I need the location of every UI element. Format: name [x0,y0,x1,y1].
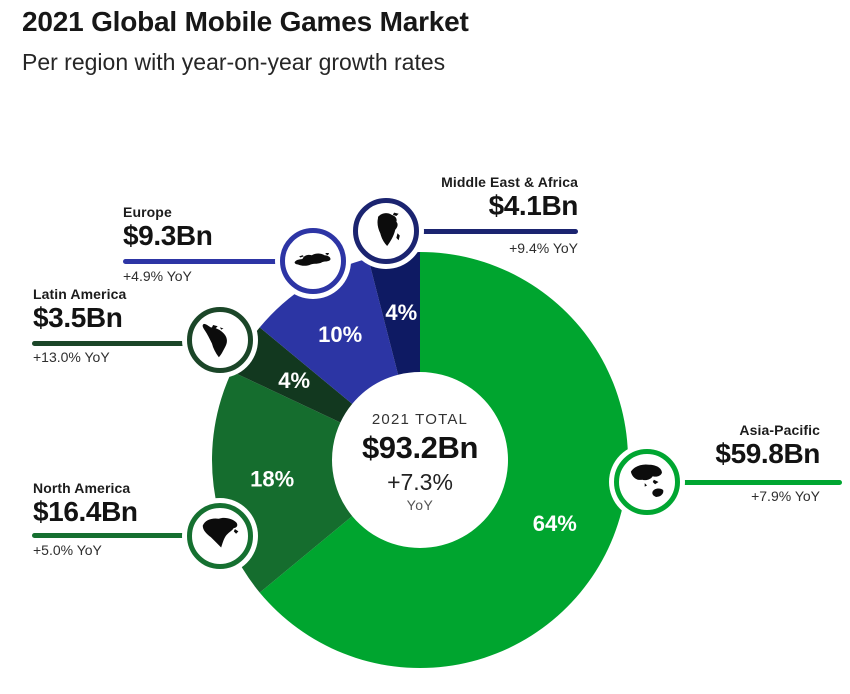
segment-percent-label-latin-america: 4% [278,368,310,393]
africa-map-icon [377,212,400,246]
region-value: $16.4Bn [33,496,138,527]
donut-segment-latin-america [231,327,353,423]
latin-america-map-badge [187,307,253,373]
north-america-map-badge [187,503,253,569]
total-value: $93.2Bn [361,430,479,465]
asia-pacific-map-badge [614,449,680,515]
latin-america-map-icon [202,323,227,358]
region-value: $9.3Bn [123,220,213,251]
region-name: North America [33,480,131,496]
callout-latin-america: Latin America $3.5Bn +13.0% YoY [33,286,213,365]
callout-europe: Europe $9.3Bn +4.9% YoY [123,204,293,284]
region-value: $3.5Bn [33,302,123,333]
segment-percent-label-europe: 10% [318,322,362,347]
region-name: Latin America [33,286,127,302]
callout-north-america: North America $16.4Bn +5.0% YoY [33,480,213,558]
asia-pacific-map-icon [630,464,664,497]
region-growth: +13.0% YoY [33,349,110,366]
middle-east-africa-connector-line [386,229,578,234]
europe-map-badge [280,228,346,294]
region-value: $59.8Bn [715,438,820,469]
donut-segment-europe [259,258,399,404]
region-name: Europe [123,204,172,220]
region-name: Asia-Pacific [739,422,820,438]
region-value: $4.1Bn [488,190,579,221]
region-growth: +7.9% YoY [751,488,820,505]
total-growth: +7.3% [387,469,453,495]
segment-percent-label-middle-east-africa: 4% [385,300,417,325]
region-name: Middle East & Africa [441,174,578,190]
europe-connector-line [123,259,315,264]
region-growth: +5.0% YoY [33,542,102,559]
region-growth: +4.9% YoY [123,268,192,285]
asia-pacific-connector-line [647,480,842,485]
total-growth-unit: YoY [406,497,434,513]
segment-percent-label-asia-pacific: 64% [533,511,577,536]
north-america-map-icon [202,517,239,548]
latin-america-connector-line [32,341,222,346]
donut-center: 2021 TOTAL $93.2Bn +7.3% YoY [320,411,520,513]
total-label: 2021 TOTAL [371,411,469,428]
donut-segment-asia-pacific [259,252,629,669]
region-growth: +9.4% YoY [509,240,578,257]
callout-asia-pacific: Asia-Pacific $59.8Bn +7.9% YoY [610,422,820,504]
page-title: 2021 Global Mobile Games Market [22,6,469,37]
segment-percent-label-north-america: 18% [250,466,294,491]
page-subtitle: Per region with year-on-year growth rate… [22,49,446,75]
donut-segment-middle-east-africa [368,252,420,375]
callout-middle-east-africa: Middle East & Africa $4.1Bn +9.4% YoY [348,174,578,256]
middle-east-africa-map-badge [353,198,419,264]
north-america-connector-line [32,533,222,538]
europe-map-icon [294,252,331,266]
